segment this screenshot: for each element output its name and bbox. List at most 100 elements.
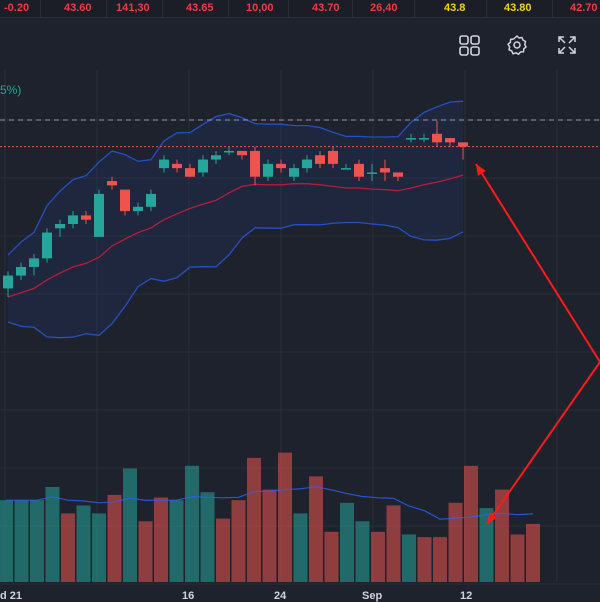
grid-layout-icon bbox=[459, 35, 480, 56]
layout-button[interactable] bbox=[452, 28, 486, 62]
volume-bar bbox=[464, 465, 478, 582]
candle-body bbox=[55, 224, 65, 229]
volume-bar bbox=[92, 513, 106, 582]
candle-body bbox=[315, 155, 325, 164]
volume-bar bbox=[14, 500, 29, 582]
candle-body bbox=[185, 168, 195, 177]
volume-bar bbox=[231, 500, 246, 582]
volume-bar bbox=[355, 521, 370, 582]
volume-bar bbox=[216, 518, 230, 582]
ticker-value: 43.8 bbox=[444, 2, 466, 14]
volume-bar bbox=[371, 531, 385, 582]
candle-body bbox=[42, 232, 52, 259]
gear-icon bbox=[507, 35, 527, 55]
candle-body bbox=[224, 150, 234, 153]
candle-body bbox=[3, 275, 13, 289]
volume-bar bbox=[200, 492, 215, 582]
volume-bar bbox=[402, 534, 416, 582]
volume-bar bbox=[138, 521, 153, 582]
candle-body bbox=[393, 172, 403, 177]
volume-bar bbox=[324, 531, 339, 582]
volume-bar bbox=[0, 500, 13, 582]
band-fill bbox=[8, 101, 463, 338]
candle-body bbox=[120, 189, 130, 212]
annotation-arrow-volume-head bbox=[487, 512, 498, 524]
ticker-value: -0.20 bbox=[4, 2, 30, 14]
ticker-value: 141,30 bbox=[116, 2, 150, 14]
candle-body bbox=[276, 163, 286, 169]
candle-body bbox=[341, 168, 351, 170]
candle-body bbox=[380, 168, 390, 173]
volume-bar bbox=[45, 486, 60, 582]
x-axis-label: 12 bbox=[460, 590, 473, 602]
volume-bar bbox=[340, 502, 354, 582]
volume-bar bbox=[247, 457, 261, 582]
volume-bar bbox=[107, 494, 122, 582]
volume-bar bbox=[510, 534, 525, 582]
ticker-value: 10,00 bbox=[246, 2, 274, 14]
volume-bar bbox=[123, 468, 137, 582]
percent-change-label: 5%) bbox=[0, 83, 22, 97]
upper-band-line bbox=[7, 100, 464, 256]
ticker-value: 43.70 bbox=[312, 2, 340, 14]
x-axis-label: 16 bbox=[182, 590, 195, 602]
volume-average-line bbox=[6, 486, 534, 520]
annotation-arrow-volume bbox=[486, 361, 600, 525]
candle-body bbox=[289, 168, 299, 177]
candle-body bbox=[354, 163, 364, 177]
candle-body bbox=[16, 266, 26, 276]
candle-body bbox=[133, 206, 143, 212]
candle-body bbox=[107, 181, 117, 186]
moving-average-line bbox=[7, 174, 464, 298]
lower-band-line bbox=[7, 221, 464, 339]
candle-body bbox=[159, 159, 169, 169]
candle-body bbox=[302, 159, 312, 169]
candle-body bbox=[419, 138, 429, 140]
volume-bar bbox=[262, 489, 277, 582]
ticker-value: 43.80 bbox=[504, 2, 532, 14]
volume-bar bbox=[76, 505, 91, 582]
volume-bar bbox=[479, 508, 494, 582]
candle-body bbox=[328, 150, 338, 164]
candle-body bbox=[94, 193, 104, 237]
candle-body bbox=[198, 159, 208, 173]
volume-bar bbox=[417, 537, 432, 582]
candle-body bbox=[263, 163, 273, 177]
volume-bar bbox=[293, 513, 308, 582]
ticker-strip: -0.20 43.60 141,30 43.65 10,00 43.70 26,… bbox=[0, 0, 600, 18]
candle-body bbox=[367, 172, 377, 174]
ticker-value: 43.60 bbox=[64, 2, 92, 14]
ticker-value: 42.70 bbox=[570, 2, 598, 14]
candle-body bbox=[432, 133, 442, 143]
volume-bar bbox=[495, 489, 509, 582]
volume-bar bbox=[61, 513, 75, 582]
candle-body bbox=[29, 258, 39, 267]
annotation-arrow-price bbox=[475, 163, 600, 363]
volume-bar bbox=[169, 500, 184, 582]
volume-bar bbox=[309, 476, 323, 582]
volume-bar bbox=[30, 500, 44, 582]
candle-body bbox=[172, 163, 182, 169]
candle-body bbox=[146, 193, 156, 207]
x-axis-label: 24 bbox=[274, 590, 287, 602]
candle-body bbox=[81, 215, 91, 220]
candle-body bbox=[445, 138, 455, 143]
candle-body bbox=[406, 138, 416, 140]
volume-bar bbox=[154, 497, 168, 582]
candle-body bbox=[250, 150, 260, 177]
fullscreen-icon bbox=[558, 36, 576, 54]
candle-body bbox=[458, 142, 468, 147]
x-axis-label: Sep bbox=[362, 590, 383, 602]
fullscreen-button[interactable] bbox=[550, 28, 584, 62]
volume-bar bbox=[526, 523, 540, 582]
settings-button[interactable] bbox=[500, 28, 534, 62]
candle-body bbox=[237, 150, 247, 156]
candle-body bbox=[211, 155, 221, 160]
annotation-arrow-price-head bbox=[476, 164, 486, 176]
volume-bar bbox=[448, 502, 463, 582]
volume-bar bbox=[433, 537, 447, 582]
volume-bar bbox=[185, 465, 199, 582]
x-axis-label: d 21 bbox=[0, 590, 23, 602]
